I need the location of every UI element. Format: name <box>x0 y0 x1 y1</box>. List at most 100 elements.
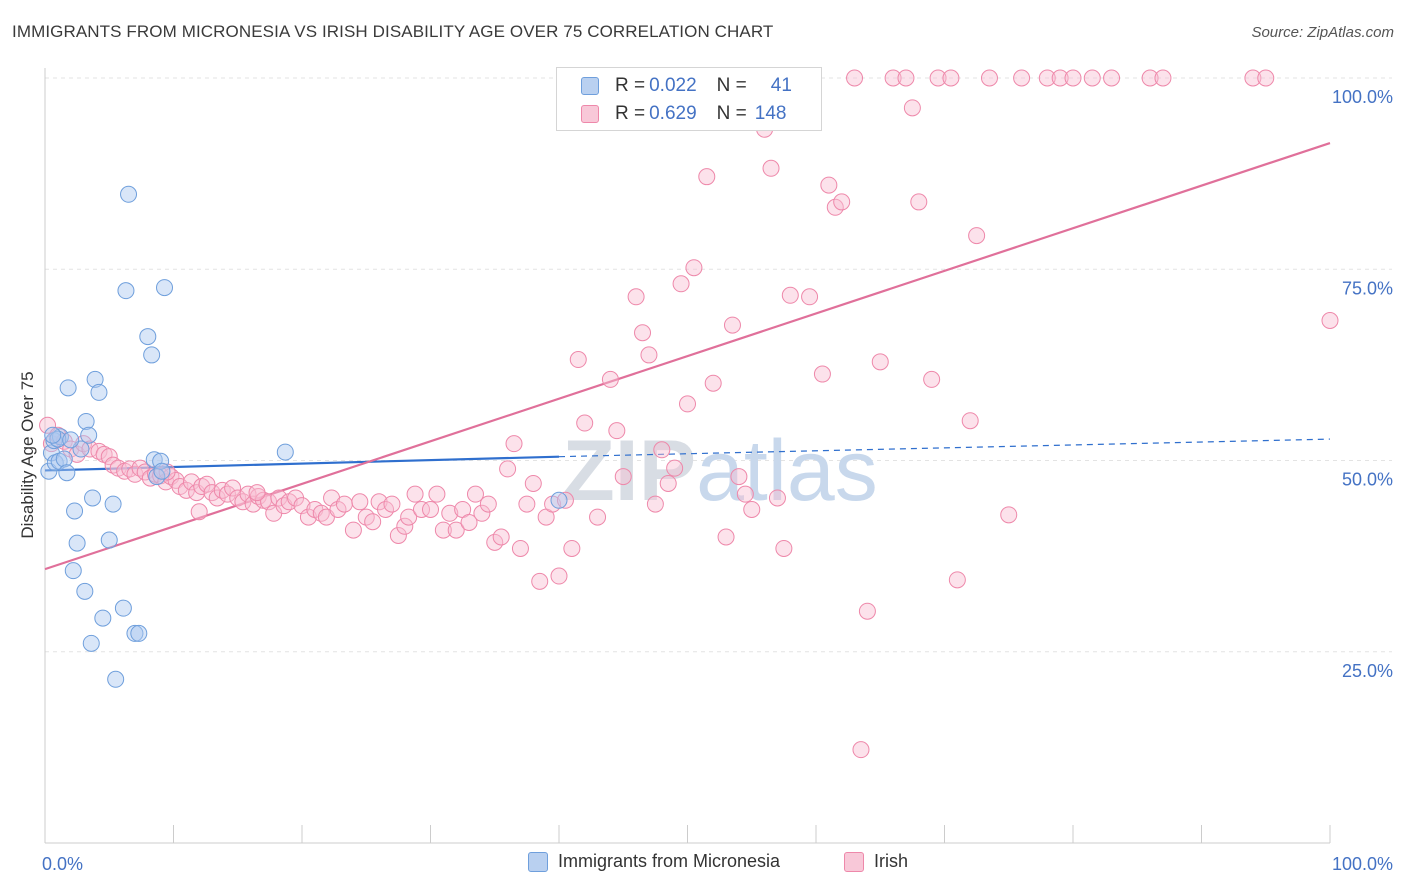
irish-point <box>653 441 671 459</box>
irish-point <box>158 463 176 481</box>
irish-point <box>364 513 382 531</box>
micronesia-point <box>55 450 73 468</box>
irish-point <box>344 521 362 539</box>
micronesia-point <box>86 370 104 388</box>
micronesia-point <box>58 464 76 482</box>
irish-point <box>666 459 684 477</box>
irish-point <box>1051 69 1069 87</box>
irish-point <box>1244 69 1262 87</box>
micronesia-point <box>104 495 122 513</box>
series-legend-irish[interactable]: Irish <box>844 851 908 872</box>
micronesia-point <box>120 185 138 203</box>
micronesia-point <box>64 562 82 580</box>
series-swatch-pink <box>844 851 864 872</box>
irish-point <box>852 741 870 759</box>
irish-point <box>1083 69 1101 87</box>
irish-point <box>762 159 780 177</box>
legend-r-label: R = <box>615 103 646 124</box>
irish-point <box>897 69 915 87</box>
series-legend-label: Immigrants from Micronesia <box>558 851 781 871</box>
irish-point <box>730 468 748 486</box>
micronesia-point <box>139 328 157 346</box>
irish-point <box>646 495 664 513</box>
legend-n-label: N = <box>716 75 747 96</box>
micronesia-point <box>126 624 144 642</box>
irish-point <box>1013 69 1031 87</box>
irish-point <box>929 69 947 87</box>
micronesia-point <box>130 624 148 642</box>
micronesia-point <box>40 462 58 480</box>
micronesia-point <box>59 379 77 397</box>
y-tick-label: 100.0% <box>1332 87 1393 107</box>
chart-title: IMMIGRANTS FROM MICRONESIA VS IRISH DISA… <box>12 22 774 41</box>
irish-point <box>685 259 703 277</box>
micronesia-point <box>76 582 94 600</box>
irish-point <box>39 416 57 434</box>
irish-point <box>1038 69 1056 87</box>
axes <box>44 68 1331 844</box>
irish-point <box>441 504 459 522</box>
irish-point <box>884 69 902 87</box>
y-tick-label: 75.0% <box>1342 278 1393 298</box>
irish-point <box>1000 506 1018 524</box>
irish-point <box>422 500 439 518</box>
irish-point <box>704 374 722 392</box>
legend-n-label: N = <box>716 103 747 124</box>
irish-point <box>1154 69 1172 87</box>
irish-point <box>1103 69 1121 87</box>
series-legend-micronesia[interactable]: Immigrants from Micronesia <box>528 851 780 872</box>
irish-point <box>723 316 741 334</box>
micronesia-point <box>114 599 132 617</box>
micronesia-point <box>550 491 568 509</box>
irish-point <box>743 500 761 518</box>
irish-point <box>511 539 529 557</box>
legend-swatch-blue <box>581 77 599 95</box>
irish-point <box>608 422 626 440</box>
micronesia-point <box>68 534 86 552</box>
watermark-atlas: atlas <box>696 423 878 519</box>
tick-labels: 25.0% 50.0% 75.0% 100.0% 0.0% 100.0% <box>42 87 1393 874</box>
irish-point <box>775 539 793 557</box>
irish-point <box>90 442 108 460</box>
micronesia-trend-line <box>44 455 560 472</box>
irish-point <box>717 528 735 546</box>
irish-point <box>466 485 484 503</box>
irish-point <box>640 346 658 364</box>
irish-point <box>672 275 690 293</box>
micronesia-point <box>156 279 174 297</box>
micronesia-trend-extension <box>558 438 1331 458</box>
irish-point <box>428 485 446 503</box>
micronesia-point <box>153 462 171 480</box>
irish-point <box>531 572 549 590</box>
micronesia-point <box>44 426 62 444</box>
irish-point <box>923 370 941 388</box>
irish-point <box>351 493 369 511</box>
irish-point <box>239 485 257 503</box>
irish-point <box>396 517 414 535</box>
irish-point <box>948 571 966 589</box>
irish-point <box>768 489 786 507</box>
irish-point <box>400 508 418 526</box>
legend-r-label: R = <box>615 75 646 96</box>
irish-point <box>1257 69 1275 87</box>
irish-point <box>492 528 510 546</box>
irish-point <box>833 193 851 211</box>
legend-r-value: 0.629 <box>649 103 697 124</box>
legend-n-value: 148 <box>754 103 787 124</box>
micronesia-point <box>84 489 102 507</box>
micronesia-point <box>100 531 118 549</box>
legend-n-value: 41 <box>770 75 792 96</box>
irish-point <box>942 69 960 87</box>
irish-point <box>576 414 594 432</box>
x-tick-label: 0.0% <box>42 854 83 874</box>
irish-point <box>550 567 568 585</box>
irish-point <box>698 168 716 186</box>
watermark: ZIPatlas <box>562 423 877 519</box>
irish-point <box>473 504 491 522</box>
irish-point <box>389 526 407 544</box>
legend-row-micronesia: R = 0.022 N = 41 <box>581 73 792 99</box>
data-points <box>39 69 1339 759</box>
irish-point <box>589 508 607 526</box>
micronesia-point <box>66 502 84 520</box>
irish-point <box>524 474 542 492</box>
